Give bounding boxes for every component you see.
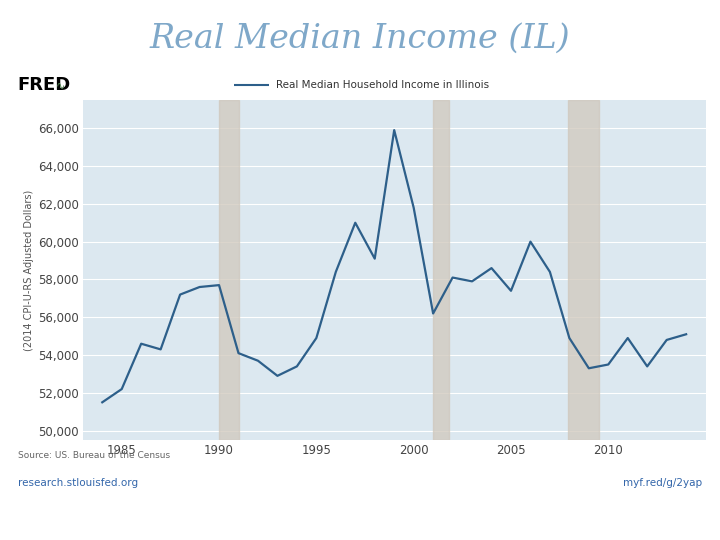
- Text: Real Median Household Income in Illinois: Real Median Household Income in Illinois: [276, 80, 490, 90]
- Text: ∿: ∿: [56, 80, 66, 90]
- Text: research.stlouisfed.org: research.stlouisfed.org: [18, 478, 138, 488]
- Text: Source: US. Bureau of the Census: Source: US. Bureau of the Census: [18, 451, 170, 460]
- Text: Real Median Income (IL): Real Median Income (IL): [150, 23, 570, 55]
- Bar: [433, 100, 449, 440]
- Text: myf.red/g/2yap: myf.red/g/2yap: [623, 478, 702, 488]
- Bar: [568, 100, 598, 440]
- Bar: [219, 100, 238, 440]
- Text: FRED: FRED: [18, 76, 71, 94]
- Y-axis label: (2014 CPI-U-RS Adjusted Dollars): (2014 CPI-U-RS Adjusted Dollars): [24, 190, 34, 350]
